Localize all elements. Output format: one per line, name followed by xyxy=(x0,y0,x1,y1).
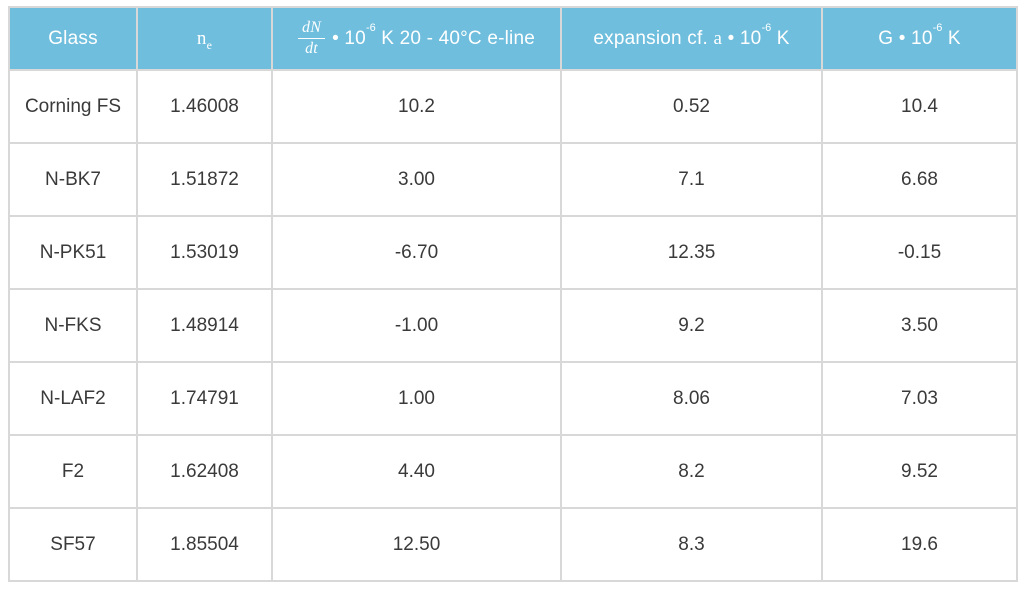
table-body: Corning FS 1.46008 10.2 0.52 10.4 N-BK7 … xyxy=(8,69,1018,582)
header-expansion-unit: K xyxy=(771,27,790,49)
cell-expansion: 12.35 xyxy=(560,215,823,290)
table-row: N-BK7 1.51872 3.00 7.1 6.68 xyxy=(8,142,1018,217)
header-ne: ne xyxy=(136,6,273,71)
header-dndt-mid: • 10 xyxy=(332,27,366,49)
cell-expansion: 8.2 xyxy=(560,434,823,509)
table-row: N-FKS 1.48914 -1.00 9.2 3.50 xyxy=(8,288,1018,363)
cell-expansion: 8.06 xyxy=(560,361,823,436)
header-glass-label: Glass xyxy=(48,27,98,49)
cell-ne: 1.85504 xyxy=(136,507,273,582)
header-expansion-prefix: expansion cf. xyxy=(593,27,714,49)
cell-dndt: 1.00 xyxy=(271,361,562,436)
table-row: F2 1.62408 4.40 8.2 9.52 xyxy=(8,434,1018,509)
cell-expansion: 9.2 xyxy=(560,288,823,363)
cell-g: 19.6 xyxy=(821,507,1018,582)
header-dndt-rest: K 20 - 40°C e-line xyxy=(375,27,535,49)
cell-g: 6.68 xyxy=(821,142,1018,217)
cell-dndt: 12.50 xyxy=(271,507,562,582)
cell-ne: 1.62408 xyxy=(136,434,273,509)
cell-dndt: -1.00 xyxy=(271,288,562,363)
table-row: Corning FS 1.46008 10.2 0.52 10.4 xyxy=(8,69,1018,144)
cell-glass: N-BK7 xyxy=(8,142,138,217)
header-ne-base: n xyxy=(196,27,207,49)
cell-glass: N-PK51 xyxy=(8,215,138,290)
table-row: N-PK51 1.53019 -6.70 12.35 -0.15 xyxy=(8,215,1018,290)
dndt-fraction-denominator: dt xyxy=(305,40,318,57)
header-expansion-exponent: -6 xyxy=(761,22,772,35)
header-g-exponent: -6 xyxy=(932,22,943,35)
cell-ne: 1.46008 xyxy=(136,69,273,144)
header-expansion: expansion cf. a • 10-6 K xyxy=(560,6,823,71)
dndt-fraction-numerator: dN xyxy=(298,19,326,39)
header-expansion-mid: • 10 xyxy=(722,27,762,49)
header-dndt-text: • 10-6 K 20 - 40°C e-line xyxy=(332,23,535,50)
cell-g: 9.52 xyxy=(821,434,1018,509)
cell-ne: 1.48914 xyxy=(136,288,273,363)
cell-g: -0.15 xyxy=(821,215,1018,290)
cell-glass: Corning FS xyxy=(8,69,138,144)
header-ne-subscript: e xyxy=(206,37,213,52)
table-row: N-LAF2 1.74791 1.00 8.06 7.03 xyxy=(8,361,1018,436)
header-g-prefix: G • 10 xyxy=(878,27,933,49)
cell-dndt: 10.2 xyxy=(271,69,562,144)
table-header-row: Glass ne dN dt • 10-6 K 20 - 40°C e-line … xyxy=(8,6,1018,71)
cell-glass: SF57 xyxy=(8,507,138,582)
glass-properties-table: Glass ne dN dt • 10-6 K 20 - 40°C e-line … xyxy=(8,6,1018,582)
header-dndt: dN dt • 10-6 K 20 - 40°C e-line xyxy=(271,6,562,71)
header-expansion-symbol: a xyxy=(713,27,723,49)
cell-ne: 1.51872 xyxy=(136,142,273,217)
cell-expansion: 0.52 xyxy=(560,69,823,144)
header-g-unit: K xyxy=(942,27,961,49)
cell-glass: N-FKS xyxy=(8,288,138,363)
header-dndt-wrap: dN dt • 10-6 K 20 - 40°C e-line xyxy=(277,19,556,59)
cell-g: 3.50 xyxy=(821,288,1018,363)
cell-expansion: 7.1 xyxy=(560,142,823,217)
cell-dndt: 4.40 xyxy=(271,434,562,509)
cell-g: 10.4 xyxy=(821,69,1018,144)
cell-dndt: 3.00 xyxy=(271,142,562,217)
header-g: G • 10-6 K xyxy=(821,6,1018,71)
cell-ne: 1.74791 xyxy=(136,361,273,436)
cell-ne: 1.53019 xyxy=(136,215,273,290)
dndt-fraction: dN dt xyxy=(298,19,326,59)
table-row: SF57 1.85504 12.50 8.3 19.6 xyxy=(8,507,1018,582)
header-glass: Glass xyxy=(8,6,138,71)
cell-glass: N-LAF2 xyxy=(8,361,138,436)
cell-glass: F2 xyxy=(8,434,138,509)
cell-dndt: -6.70 xyxy=(271,215,562,290)
table-header: Glass ne dN dt • 10-6 K 20 - 40°C e-line … xyxy=(8,6,1018,71)
cell-expansion: 8.3 xyxy=(560,507,823,582)
cell-g: 7.03 xyxy=(821,361,1018,436)
header-dndt-exponent: -6 xyxy=(365,22,376,35)
